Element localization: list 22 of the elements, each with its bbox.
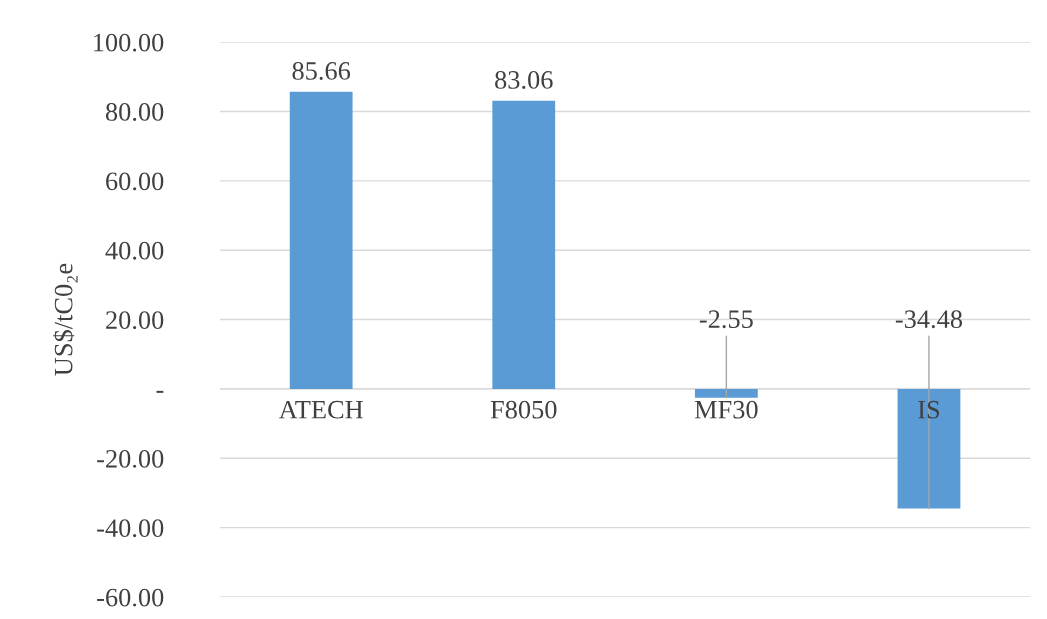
y-tick-label: 60.00 (106, 172, 164, 191)
data-label: -2.55 (699, 310, 753, 329)
y-tick-label: 40.00 (105, 241, 164, 260)
bar (897, 388, 961, 509)
y-tick-label: - (156, 390, 164, 393)
y-axis-title: US$/tC0₂e (53, 263, 78, 376)
x-tick-label: ATECH (278, 400, 363, 419)
x-tick-label: MF30 (694, 400, 758, 419)
y-tick-label: 20.00 (106, 311, 164, 330)
data-label: 83.06 (495, 71, 553, 89)
y-tick-label: -40.00 (97, 519, 164, 538)
x-tick-label: IS (918, 400, 940, 419)
bar (492, 100, 556, 389)
bar (289, 91, 353, 389)
x-tick-label: F8050 (490, 400, 557, 419)
y-tick-label: 80.00 (105, 103, 164, 121)
y-tick-label: 100.00 (94, 33, 164, 52)
data-label: -34.48 (895, 310, 963, 329)
bar (694, 388, 758, 398)
y-tick-label: -20.00 (97, 449, 164, 468)
y-tick-label: -60.00 (97, 588, 164, 607)
data-label: 85.66 (292, 62, 351, 80)
